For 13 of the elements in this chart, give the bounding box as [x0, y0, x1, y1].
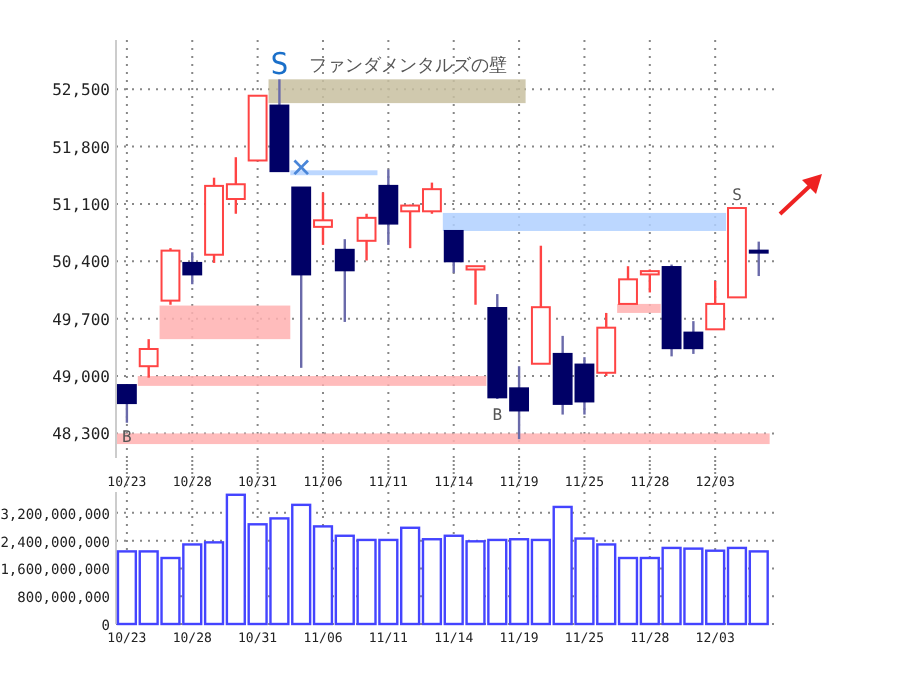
annotation: B — [122, 428, 133, 446]
y-tick-label: 51,100 — [52, 195, 111, 214]
y-tick-label: 50,400 — [52, 253, 111, 272]
band-label: ファンダメンタルズの壁 — [308, 55, 507, 78]
y-tick-label: 48,300 — [52, 425, 111, 444]
y-tick-label: 49,700 — [52, 310, 111, 329]
annotation: S — [732, 186, 743, 204]
annotation: S — [270, 46, 289, 82]
y-tick-label: 49,000 — [52, 368, 111, 387]
y-tick-label: 51,800 — [52, 138, 111, 157]
y-tick-label: 52,500 — [52, 81, 111, 100]
annotation: B — [492, 406, 503, 424]
annotation: × — [290, 148, 312, 188]
